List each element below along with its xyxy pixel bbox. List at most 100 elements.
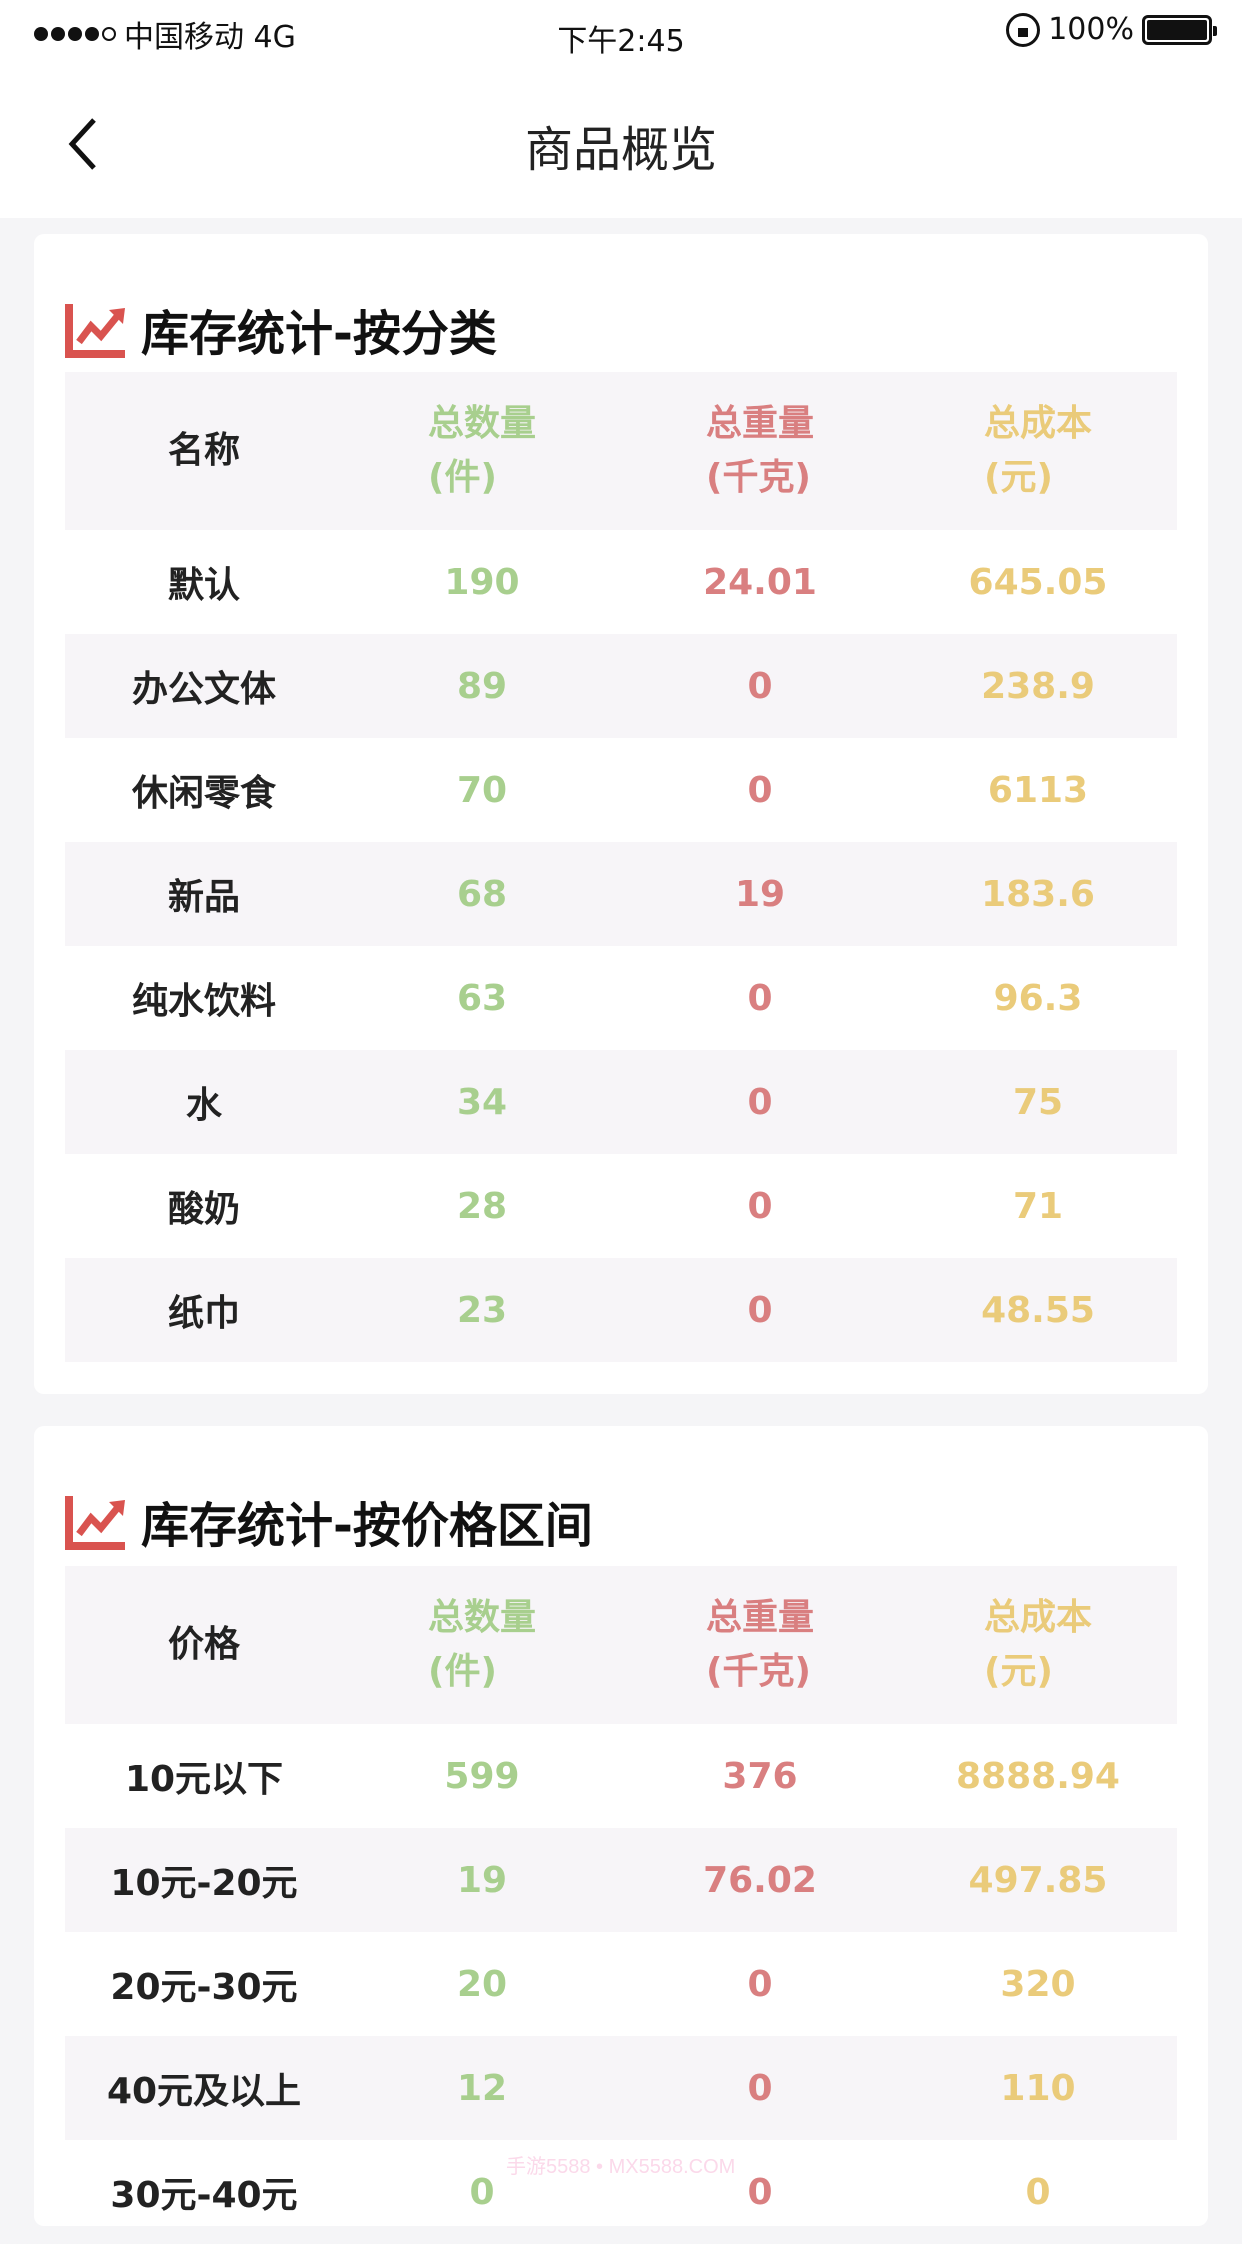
rotation-lock-icon xyxy=(1006,12,1041,47)
table-cell: 0 xyxy=(747,1963,773,2005)
nav-bar: 商品概览 xyxy=(0,66,1242,218)
header-unit: (千克) xyxy=(705,457,811,498)
table-cell: 8888.94 xyxy=(956,1755,1120,1797)
signal-icon xyxy=(34,27,116,41)
price-stats-card: 库存统计-按价格区间 价格 总数量 (件) 总重量 (千克) 总成本 (元) 10元以下 599… xyxy=(34,1426,1208,2226)
table-cell: 20元-30元 xyxy=(110,1967,298,2008)
table-cell: 23 xyxy=(456,1289,508,1331)
table-cell: 68 xyxy=(456,873,508,915)
table-cell: 76.02 xyxy=(703,1859,817,1901)
header-label: 名称 xyxy=(167,430,240,471)
category-stats-card: 库存统计-按分类 名称 总数量 (件) 总重量 (千克) 总成本 (元) 默认 190 24.01… xyxy=(34,234,1208,1394)
table-cell: 497.85 xyxy=(968,1859,1108,1901)
table-cell: 0 xyxy=(747,665,773,707)
header-label: 总成本 xyxy=(983,403,1092,444)
table-cell: 63 xyxy=(456,977,508,1019)
header-unit: (元) xyxy=(983,457,1053,498)
column-header: 总数量 (件) xyxy=(343,397,621,505)
table-cell: 19 xyxy=(456,1859,508,1901)
table-row: 纯水饮料 63 0 96.3 xyxy=(65,946,1177,1050)
table-cell: 645.05 xyxy=(968,561,1108,603)
table-cell: 34 xyxy=(456,1081,508,1123)
chevron-left-icon xyxy=(68,118,96,170)
clock: 下午2:45 xyxy=(557,24,685,59)
table-cell: 0 xyxy=(747,2171,773,2213)
header-label: 总成本 xyxy=(983,1597,1092,1638)
table-cell: 0 xyxy=(747,1081,773,1123)
table-row: 办公文体 89 0 238.9 xyxy=(65,634,1177,738)
trend-chart-icon xyxy=(65,304,125,358)
table-cell: 376 xyxy=(722,1755,798,1797)
table-row: 新品 68 19 183.6 xyxy=(65,842,1177,946)
header-label: 总重量 xyxy=(705,1597,814,1638)
table-row: 10元以下 599 376 8888.94 xyxy=(65,1724,1177,1828)
header-unit: (件) xyxy=(427,1651,497,1692)
table-header: 价格 总数量 (件) 总重量 (千克) 总成本 (元) xyxy=(65,1566,1177,1724)
table-cell: 0 xyxy=(747,977,773,1019)
table-header: 名称 总数量 (件) 总重量 (千克) 总成本 (元) xyxy=(65,372,1177,530)
table-cell: 71 xyxy=(1012,1185,1064,1227)
header-unit: (件) xyxy=(427,457,497,498)
table-cell: 酸奶 xyxy=(167,1189,240,1230)
table-cell: 0 xyxy=(747,1289,773,1331)
column-header: 总成本 (元) xyxy=(899,1591,1177,1699)
table-row: 酸奶 28 0 71 xyxy=(65,1154,1177,1258)
table-cell: 75 xyxy=(1012,1081,1064,1123)
table-row: 20元-30元 20 0 320 xyxy=(65,1932,1177,2036)
column-header: 名称 xyxy=(65,424,343,478)
table-cell: 纸巾 xyxy=(167,1293,240,1334)
table-cell: 10元-20元 xyxy=(110,1863,298,1904)
table-cell: 110 xyxy=(1000,2067,1076,2109)
table-cell: 0 xyxy=(469,2171,495,2213)
table-cell: 默认 xyxy=(167,565,240,606)
table-cell: 0 xyxy=(747,1185,773,1227)
back-button[interactable] xyxy=(62,114,112,174)
table-cell: 89 xyxy=(456,665,508,707)
table-row: 40元及以上 12 0 110 xyxy=(65,2036,1177,2140)
carrier: 中国移动 4G xyxy=(124,20,296,55)
category-table: 名称 总数量 (件) 总重量 (千克) 总成本 (元) 默认 190 24.01 645.05 办公文… xyxy=(65,372,1177,1362)
column-header: 总重量 (千克) xyxy=(621,397,899,505)
header-label: 价格 xyxy=(167,1624,240,1665)
table-cell: 190 xyxy=(444,561,520,603)
table-cell: 纯水饮料 xyxy=(131,981,276,1022)
battery-percent: 100% xyxy=(1048,12,1134,47)
table-row: 水 34 0 75 xyxy=(65,1050,1177,1154)
column-header: 总数量 (件) xyxy=(343,1591,621,1699)
column-header: 价格 xyxy=(65,1618,343,1672)
column-header: 总成本 (元) xyxy=(899,397,1177,505)
table-cell: 0 xyxy=(747,2067,773,2109)
table-cell: 19 xyxy=(734,873,786,915)
table-cell: 40元及以上 xyxy=(106,2071,302,2112)
table-cell: 0 xyxy=(1025,2171,1051,2213)
table-cell: 28 xyxy=(456,1185,508,1227)
table-cell: 599 xyxy=(444,1755,520,1797)
table-cell: 320 xyxy=(1000,1963,1076,2005)
table-cell: 30元-40元 xyxy=(110,2175,298,2216)
header-label: 总数量 xyxy=(427,403,536,444)
table-cell: 48.55 xyxy=(981,1289,1095,1331)
page-title: 商品概览 xyxy=(524,122,718,178)
table-cell: 24.01 xyxy=(703,561,817,603)
table-cell: 新品 xyxy=(167,877,240,918)
table-cell: 238.9 xyxy=(981,665,1095,707)
header-unit: (千克) xyxy=(705,1651,811,1692)
header-unit: (元) xyxy=(983,1651,1053,1692)
watermark: 手游5588 • MX5588.COM xyxy=(506,2156,736,2178)
table-row: 休闲零食 70 0 6113 xyxy=(65,738,1177,842)
card-title: 库存统计-按价格区间 xyxy=(65,1486,593,1556)
price-table: 价格 总数量 (件) 总重量 (千克) 总成本 (元) 10元以下 599 376 8888.94 1… xyxy=(65,1566,1177,2244)
table-cell: 水 xyxy=(185,1085,222,1126)
table-cell: 10元以下 xyxy=(124,1759,284,1800)
table-cell: 96.3 xyxy=(993,977,1083,1019)
header-label: 总重量 xyxy=(705,403,814,444)
status-bar: 中国移动 4G 下午2:45 100% xyxy=(0,0,1242,66)
table-cell: 6113 xyxy=(987,769,1089,811)
column-header: 总重量 (千克) xyxy=(621,1591,899,1699)
table-cell: 183.6 xyxy=(981,873,1095,915)
header-label: 总数量 xyxy=(427,1597,536,1638)
table-row: 10元-20元 19 76.02 497.85 xyxy=(65,1828,1177,1932)
battery-icon xyxy=(1142,14,1217,45)
table-cell: 办公文体 xyxy=(131,669,276,710)
card-title: 库存统计-按分类 xyxy=(65,294,497,364)
